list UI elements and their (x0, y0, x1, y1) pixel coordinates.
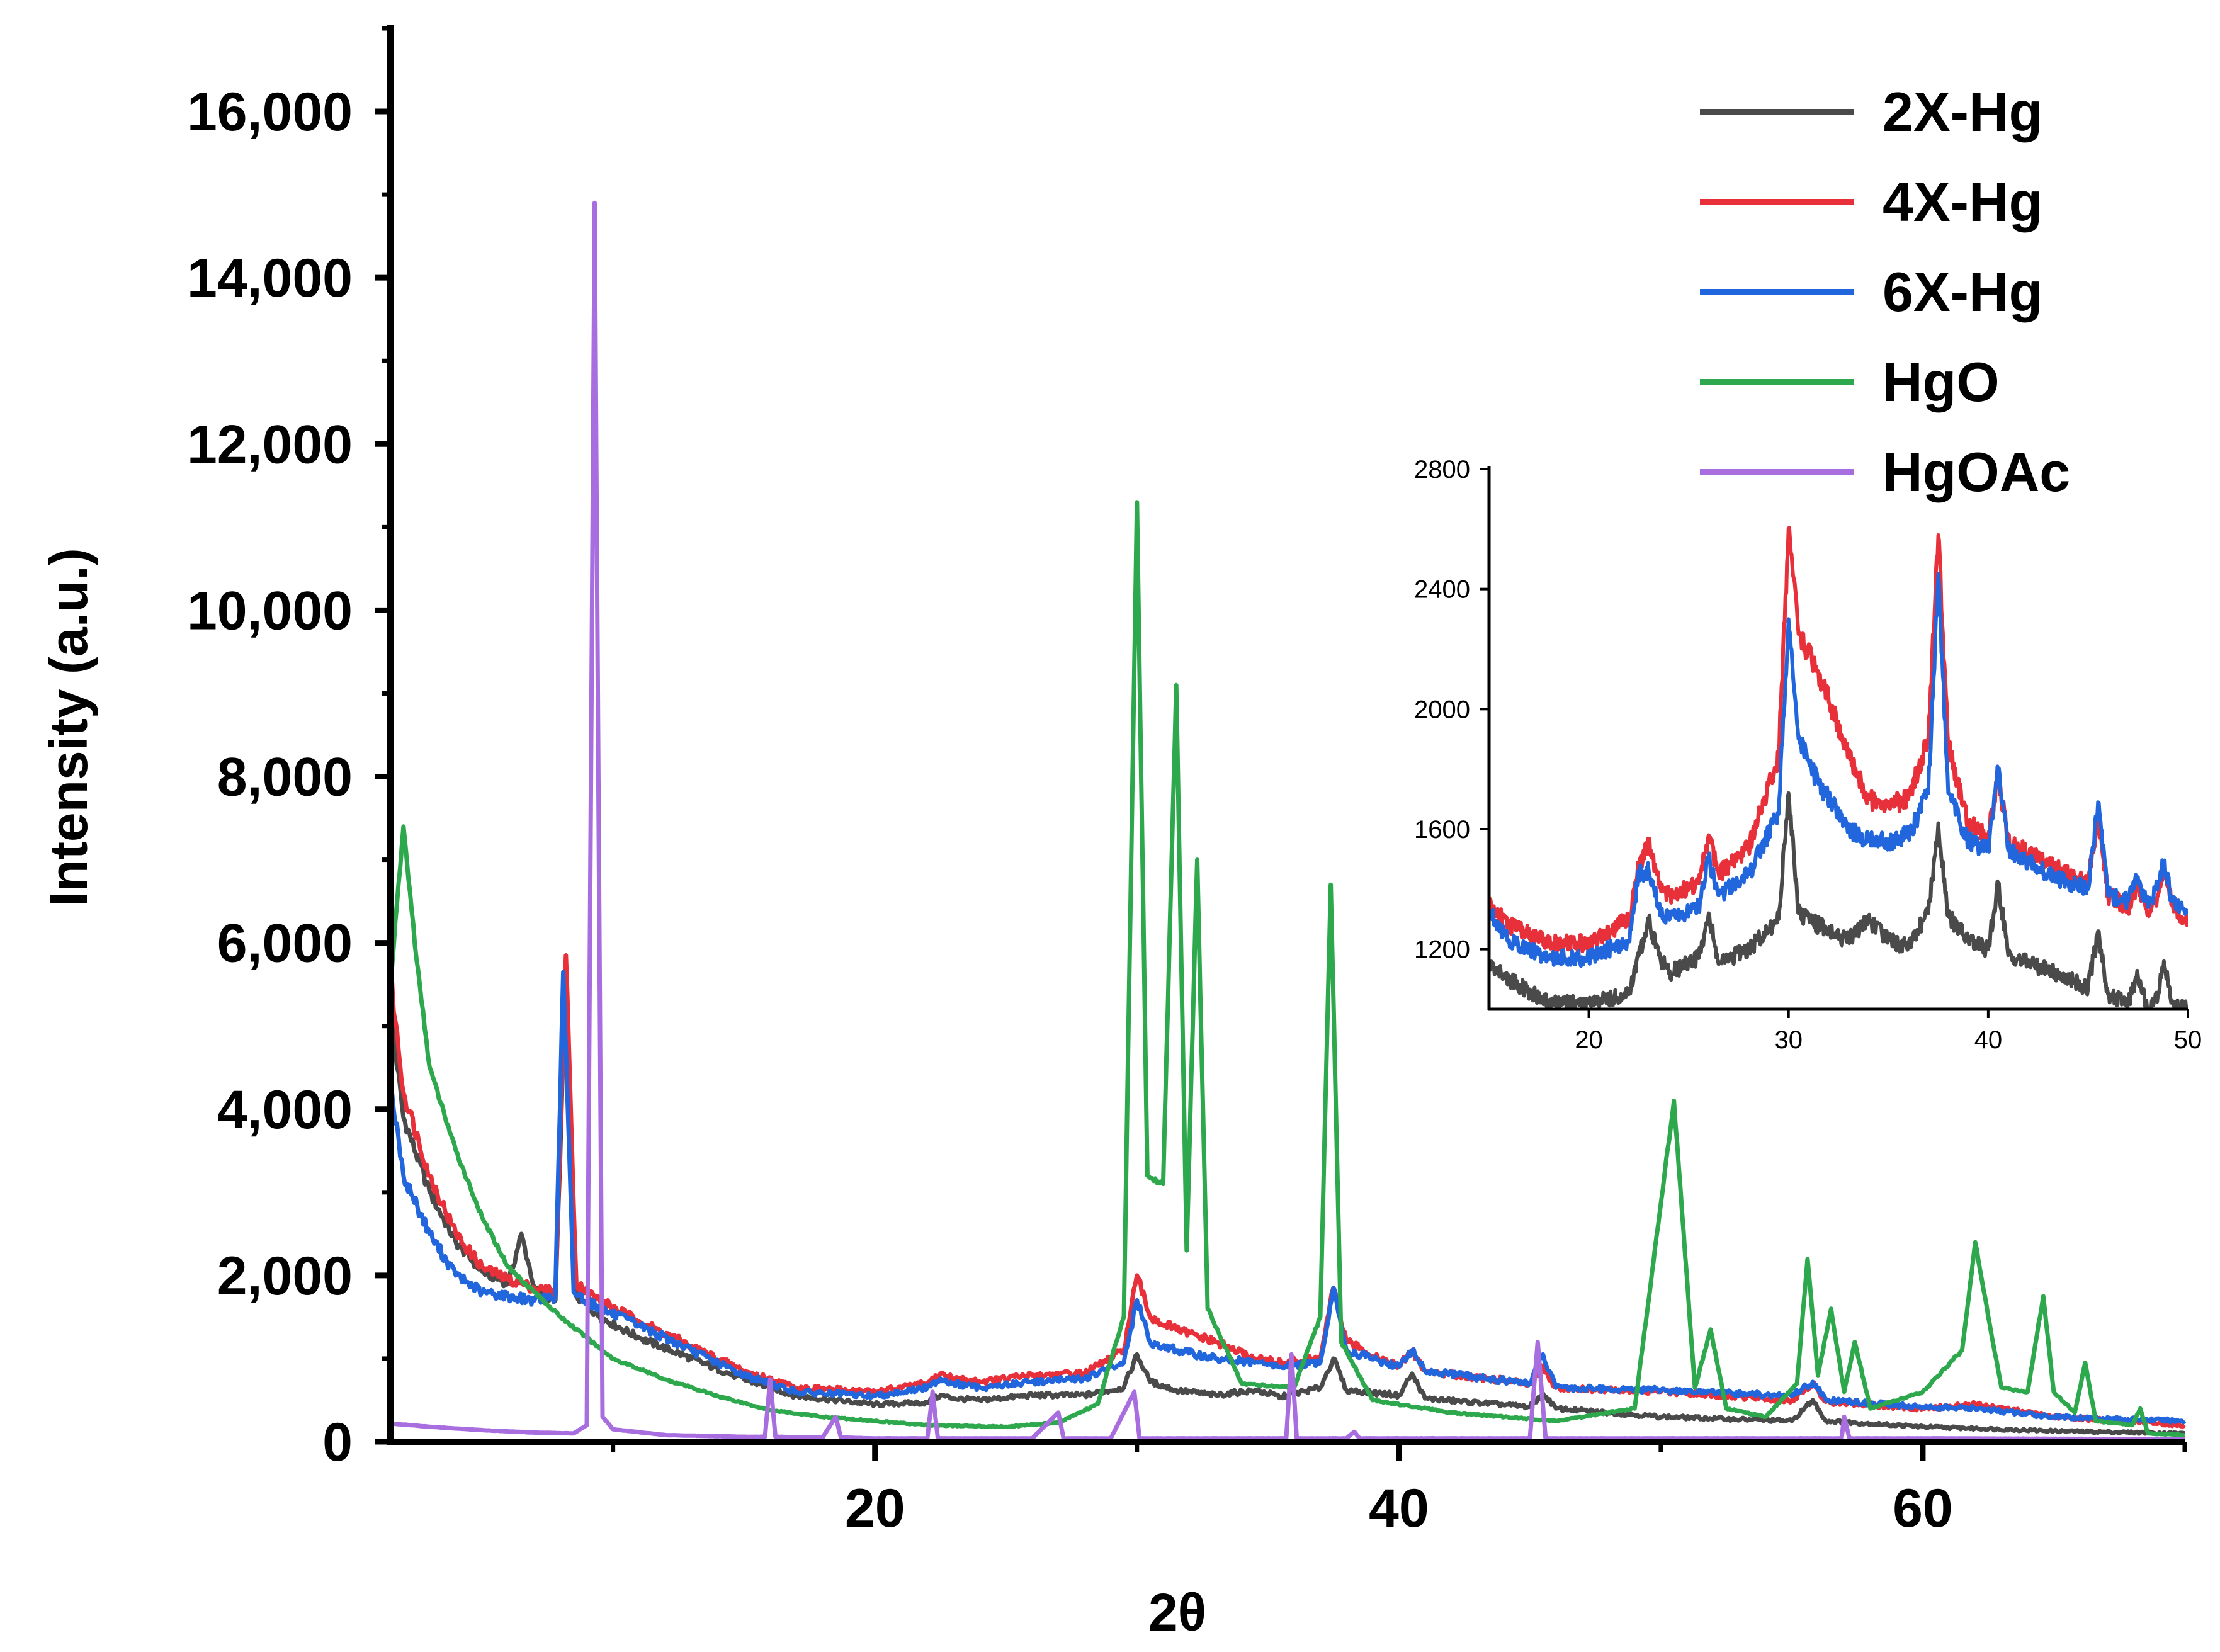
y-tick-label: 0 (322, 1412, 353, 1473)
inset-plot: 1200 1600 2000 2400 2800 20 30 40 50 (1414, 456, 2202, 1054)
inset-y-tick-label: 2000 (1414, 696, 1470, 723)
x-tick-label: 20 (845, 1478, 905, 1539)
inset-series-line-4x-hg (1489, 526, 2188, 954)
inset-x-tick-label: 30 (1774, 1026, 1803, 1054)
y-tick-label: 8,000 (217, 747, 353, 808)
legend: 2X-Hg 4X-Hg 6X-Hg HgO HgOAc (1700, 81, 2070, 503)
legend-label-hgoac: HgOAc (1883, 441, 2070, 503)
inset-y-tick-label: 2400 (1414, 576, 1470, 604)
main-plot: 0 2,000 4,000 6,000 8,000 10,000 12,000 14,000 1… (187, 25, 2187, 1539)
legend-label-hgo: HgO (1883, 351, 2000, 413)
x-tick-label: 60 (1893, 1478, 1953, 1539)
y-tick-label: 12,000 (187, 414, 353, 475)
y-axis-title: Intensity (a.u.) (39, 548, 98, 906)
inset-series-group (1489, 526, 2188, 1009)
inset-x-tick-label: 50 (2174, 1026, 2202, 1054)
inset-y-tick-label: 1600 (1414, 816, 1470, 844)
inset-series-line-6x-hg (1489, 572, 2188, 968)
inset-y-tick-label: 2800 (1414, 456, 1470, 484)
series-line-hgo (388, 500, 2185, 1438)
main-series-group (388, 200, 2187, 1442)
legend-label-2x-hg: 2X-Hg (1883, 81, 2042, 143)
legend-label-4x-hg: 4X-Hg (1883, 171, 2042, 233)
y-tick-label: 4,000 (217, 1080, 353, 1140)
inset-y-tick-label: 1200 (1414, 936, 1470, 964)
legend-label-6x-hg: 6X-Hg (1883, 261, 2042, 323)
y-tick-label: 14,000 (187, 248, 353, 308)
inset-x-tick-label: 40 (1974, 1026, 2003, 1054)
series-line-hgoac (390, 200, 2185, 1442)
x-axis-title: 2θ (1148, 1583, 1206, 1642)
series-line-2x-hg (388, 974, 2185, 1437)
y-tick-label: 16,000 (187, 82, 353, 142)
y-tick-label: 10,000 (187, 580, 353, 641)
inset-x-tick-label: 20 (1575, 1026, 1603, 1054)
series-line-6x-hg (388, 970, 2187, 1425)
y-tick-label: 6,000 (217, 914, 353, 974)
y-tick-label: 2,000 (217, 1246, 353, 1306)
main-axes: 0 2,000 4,000 6,000 8,000 10,000 12,000 14,000 1… (187, 25, 2187, 1539)
series-line-4x-hg (388, 953, 2187, 1429)
x-tick-label: 40 (1369, 1478, 1429, 1539)
inset-series-line-2x-hg (1489, 791, 2188, 1009)
